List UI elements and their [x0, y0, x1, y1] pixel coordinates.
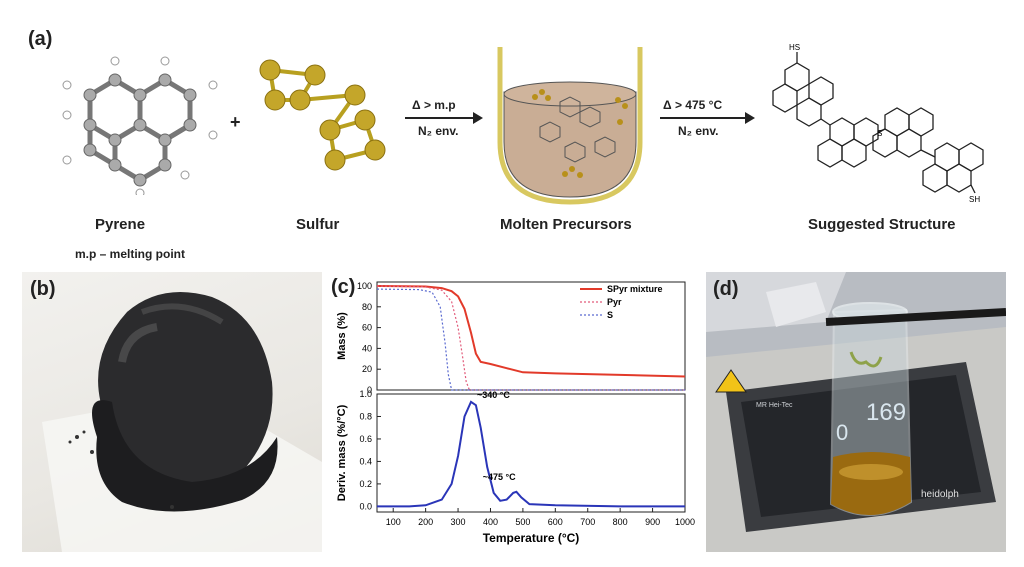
display-left-digit: 0 [836, 420, 848, 445]
panel-b-photo [22, 272, 322, 552]
arrow2-bottom-label: N₂ env. [678, 124, 719, 138]
s-bridge-label: S [877, 129, 882, 138]
legend-label: Pyr [607, 297, 622, 307]
arrow1-top-label: Δ > m.p [412, 98, 456, 112]
panel-c-label: (c) [331, 276, 356, 298]
deriv-y-axis-label: Deriv. mass (%/°C) [336, 404, 348, 501]
hotplate-model-text: MR Hei-Tec [756, 402, 793, 409]
sulfur-caption: Sulfur [296, 216, 340, 233]
mp-note: m.p – melting point [75, 247, 185, 261]
panel-d-photo: 0 169 MR Hei-Tec heidolph [706, 272, 1006, 552]
deriv-ytick-label: 0.4 [359, 456, 372, 466]
mass-ytick-label: 40 [362, 343, 372, 353]
panel-a-label: (a) [28, 28, 53, 50]
xtick-label: 900 [645, 517, 660, 527]
mass-ytick-label: 100 [357, 281, 372, 291]
xtick-label: 100 [386, 517, 401, 527]
sh-label: SH [969, 195, 980, 204]
molten-caption: Molten Precursors [500, 216, 632, 233]
deriv-panel-frame [376, 393, 686, 513]
xtick-label: 200 [418, 517, 433, 527]
panel-d-label: (d) [713, 278, 739, 300]
arrow2 [660, 117, 748, 119]
mass-ytick-label: 60 [362, 323, 372, 333]
xtick-label: 1000 [675, 517, 695, 527]
hs-label: HS [789, 43, 800, 52]
panel-b-label: (b) [30, 278, 56, 300]
xtick-label: 600 [548, 517, 563, 527]
deriv-ytick-label: 0.8 [359, 411, 372, 421]
mass-ytick-label: 80 [362, 302, 372, 312]
display-right-digits: 169 [866, 399, 906, 426]
deriv-ytick-label: 0.6 [359, 434, 372, 444]
hotplate-brand-text: heidolph [921, 489, 959, 500]
suggested-structure-image: HS S SH [772, 43, 984, 204]
tga-chart: 0 20 40 60 80 100 0.0 0.2 0.4 0.6 0.8 1.0 100 200 300 4… [336, 281, 695, 545]
suggested-caption: Suggested Structure [808, 216, 956, 233]
mass-y-axis-label: Mass (%) [336, 312, 348, 360]
mass-panel-frame [376, 281, 686, 391]
deriv-ytick-label: 0.0 [359, 501, 372, 511]
mass-series-line-0 [376, 285, 686, 378]
pyrene-caption: Pyrene [95, 216, 146, 233]
deriv-ytick-label: 0.2 [359, 479, 372, 489]
xtick-label: 700 [580, 517, 595, 527]
xtick-label: 300 [451, 517, 466, 527]
x-axis-label: Temperature (°C) [483, 531, 580, 545]
legend-label: S [607, 310, 613, 320]
arrow2-head-icon [745, 112, 755, 124]
black-solid-lump-image [42, 292, 322, 552]
arrow1-bottom-label: N₂ env. [418, 124, 459, 138]
hotplate-vial-image: 0 169 MR Hei-Tec heidolph [706, 272, 1006, 552]
annotation-340: ~340 °C [477, 390, 510, 400]
molten-precursors-beaker-image [497, 47, 643, 205]
xtick-label: 400 [483, 517, 498, 527]
plus-sign: + [230, 112, 241, 132]
annotation-475: ~475 °C [483, 472, 516, 482]
mass-ytick-label: 20 [362, 364, 372, 374]
xtick-label: 800 [613, 517, 628, 527]
arrow2-top-label: Δ > 475 °C [663, 98, 723, 112]
mass-series-line-2 [376, 288, 685, 391]
deriv-ytick-label: 1.0 [359, 389, 372, 399]
arrow1 [405, 117, 477, 119]
mass-ytick-label: 0 [367, 385, 372, 395]
xtick-label: 500 [515, 517, 530, 527]
sulfur-molecule-image [259, 59, 386, 171]
legend-label: SPyr mixture [607, 284, 663, 294]
arrow1-head-icon [473, 112, 483, 124]
pyrene-molecule-image [62, 56, 218, 195]
deriv-series-line-0 [377, 400, 685, 508]
